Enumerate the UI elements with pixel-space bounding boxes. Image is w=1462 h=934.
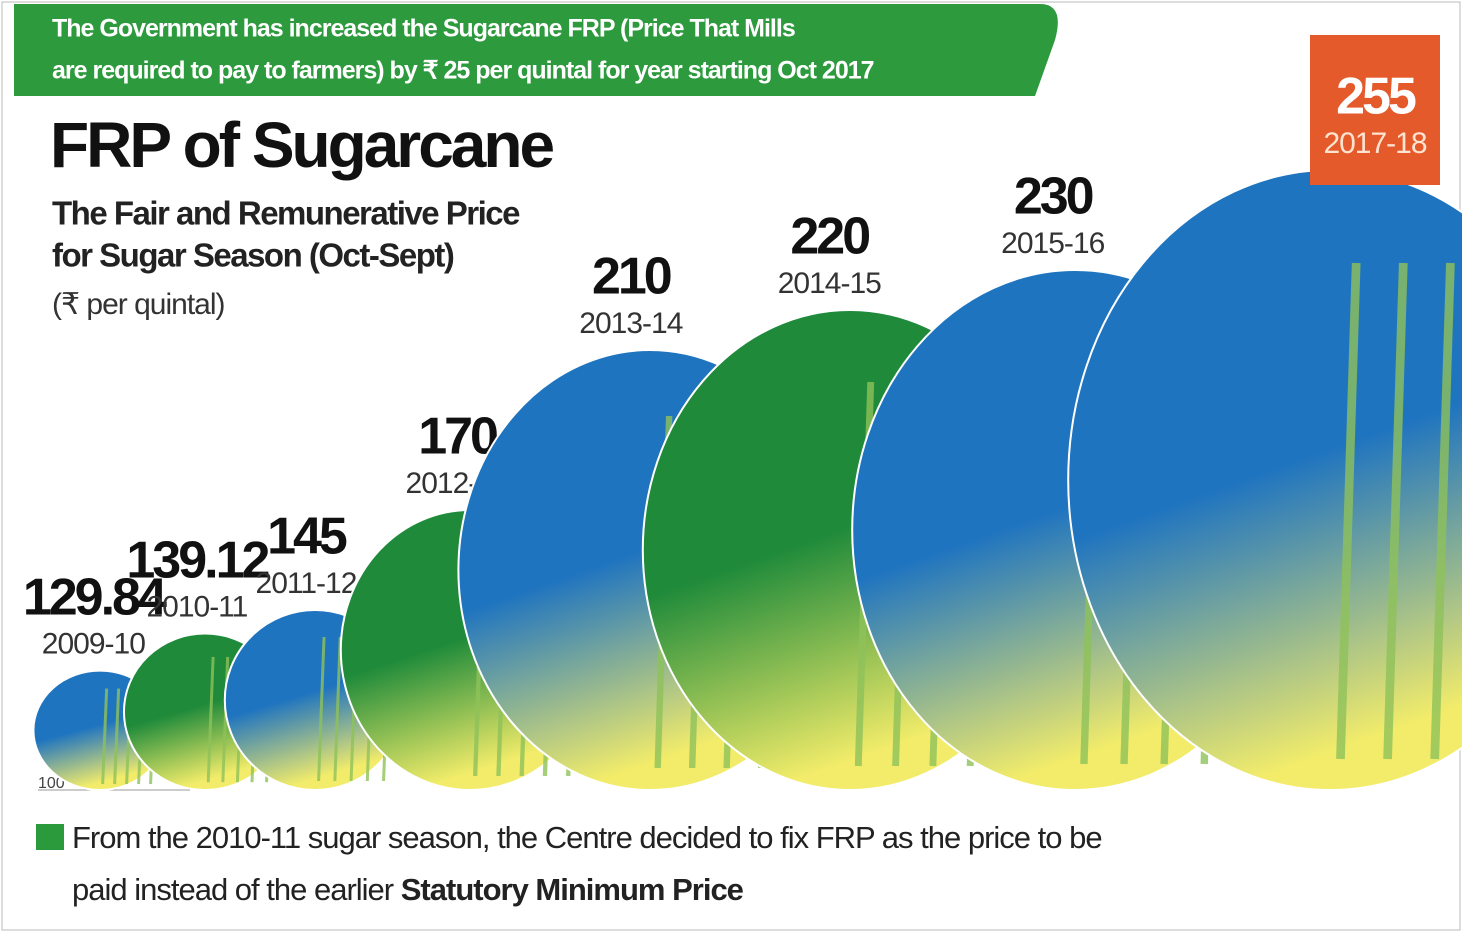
value-label: 220 [790,208,869,266]
note: From the 2010-11 sugar season, the Centr… [72,812,1152,916]
chart-title: FRP of Sugarcane [50,109,553,181]
banner-line: The Government has increased the Sugarca… [52,15,795,43]
category-label: 2015-16 [1001,227,1104,260]
value-label: 255 [1336,68,1416,126]
category-label: 2011-12 [256,567,357,600]
value-label: 145 [267,508,347,566]
value-label: 210 [592,248,671,306]
category-label: 2014-15 [778,267,881,300]
page: The Government has increased the Sugarca… [0,0,1462,934]
note-bold: Statutory Minimum Price [401,872,743,907]
category-label: 2013-14 [579,307,682,340]
banner-line: are required to pay to farmers) by ₹ 25 … [52,57,874,85]
unit-label: (₹ per quintal) [52,288,225,321]
subtitle-line: for Sugar Season (Oct-Sept) [52,237,454,274]
category-label: 2017-18 [1323,127,1426,160]
chart: The Government has increased the Sugarca… [0,0,1462,934]
value-label: 230 [1014,168,1093,226]
note-marker [36,824,64,850]
value-label: 139.12 [126,531,268,589]
subtitle-line: The Fair and Remunerative Price [52,195,520,232]
category-label: 2009-10 [42,628,145,661]
category-label: 2010-11 [146,590,247,623]
